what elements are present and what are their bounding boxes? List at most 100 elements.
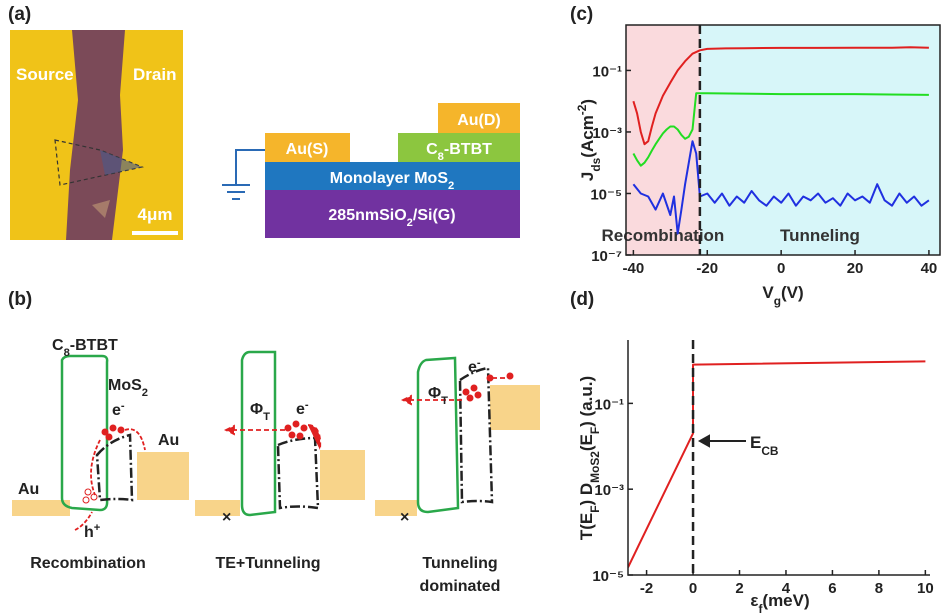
text-part: f — [758, 602, 762, 616]
caption: TE+Tunneling — [215, 555, 320, 572]
x-tick-label: 20 — [847, 260, 864, 277]
panel-label: (c) — [570, 4, 593, 25]
text-part: F — [588, 427, 602, 434]
y-tick-label: 10⁻¹ — [592, 63, 622, 80]
text-part: ) D — [577, 483, 596, 506]
layer-c8 — [398, 133, 520, 162]
y-tick-label: 10⁻⁵ — [590, 186, 622, 203]
series-group — [632, 46, 930, 235]
x-tick-label: 4 — [782, 580, 791, 597]
text-part: 2 — [448, 180, 454, 192]
scale-label: 4μm — [138, 205, 173, 224]
text-part: 285nmSiO — [328, 207, 406, 224]
series-line — [628, 360, 926, 568]
text-part: C — [52, 337, 64, 354]
text-part: -BTBT — [70, 337, 118, 354]
layer-label: Au(D) — [457, 112, 501, 129]
text-part: ) (a.u.) — [577, 376, 596, 427]
layer-au-d — [438, 103, 520, 133]
series-line — [632, 140, 930, 235]
text-part: Φ — [428, 385, 441, 402]
panel-label: (b) — [8, 289, 32, 310]
x-tick-label: 6 — [828, 580, 836, 597]
au-band — [12, 500, 70, 516]
mos2-band — [458, 366, 494, 504]
device-schematic: Au(S) Au(D) C8-BTBT Monolayer MoS2 285nm… — [222, 103, 520, 238]
region-label: Recombination — [602, 226, 725, 245]
micrograph: Source Drain 4μm — [10, 30, 183, 240]
x-tick-label: -20 — [696, 260, 718, 277]
x-axis-label: Vg(V) — [762, 283, 803, 308]
series-line — [632, 46, 929, 146]
layer-label: Monolayer MoS2 — [330, 170, 454, 192]
mos2-band — [95, 433, 134, 502]
x-tick-label: -2 — [640, 580, 653, 597]
electrons — [101, 424, 125, 441]
au-band — [320, 450, 365, 500]
x-tick-label: -40 — [623, 260, 645, 277]
mos2-flake — [100, 150, 142, 175]
band-label: e- — [112, 400, 125, 419]
caption: dominated — [420, 578, 501, 595]
text-part: - — [477, 357, 481, 369]
photo-label: Source — [16, 65, 74, 84]
band-label: Au — [158, 432, 179, 449]
x-tick-label: 2 — [735, 580, 743, 597]
arrows — [223, 424, 322, 451]
text-part: /Si(G) — [413, 207, 456, 224]
layer-substrate — [265, 190, 520, 238]
flake — [66, 30, 125, 240]
y-tick-label: 10⁻³ — [594, 482, 624, 499]
text-part: h — [84, 524, 94, 541]
holes — [82, 488, 98, 504]
band-label: e- — [296, 399, 309, 418]
region-label: Tunneling — [780, 226, 860, 245]
electrons — [462, 372, 514, 402]
block-mark: × — [222, 509, 231, 526]
text-part: (meV) — [762, 591, 809, 610]
ground — [222, 149, 265, 200]
text-part: 8 — [64, 347, 70, 359]
text-part: - — [121, 400, 125, 412]
band-label: C8-BTBT — [52, 337, 118, 359]
layer-mos2 — [265, 162, 520, 190]
series-group — [628, 360, 926, 568]
text-part: C — [426, 141, 438, 158]
x-tick-label: 40 — [921, 260, 938, 277]
region — [626, 25, 700, 255]
text-part: ds — [589, 157, 603, 171]
text-part: ε — [750, 591, 758, 610]
au-band — [137, 452, 189, 500]
text-part: e — [296, 401, 305, 418]
photo-label: Drain — [133, 65, 176, 84]
text-part: e — [468, 359, 477, 376]
text-part: MoS — [108, 377, 142, 394]
annotation: ECB — [750, 433, 779, 458]
text-part: e — [112, 402, 121, 419]
band-label: e- — [468, 357, 481, 376]
text-part: T — [263, 411, 270, 423]
au-band — [375, 500, 417, 516]
text-part: + — [94, 522, 101, 534]
layer-label: 285nmSiO2/Si(G) — [328, 207, 455, 229]
text-part: T(E — [577, 513, 596, 540]
band-label: Au — [18, 481, 39, 498]
chart: Recombination Tunneling -40 -20 0 20 40 10⁻⁷ 10⁻… — [575, 24, 941, 308]
text-part: (Acm — [578, 115, 597, 158]
text-part: (V) — [781, 283, 804, 302]
layer-au-s — [265, 133, 350, 162]
electrons — [284, 420, 308, 440]
caption: Recombination — [30, 555, 146, 572]
au-band — [490, 385, 540, 430]
debris — [92, 200, 110, 218]
annotation-arrow — [697, 434, 746, 448]
text-part: (E — [577, 434, 596, 451]
x-tick-label: 10 — [917, 580, 934, 597]
band-label: MoS2 — [108, 377, 148, 399]
text-part: Monolayer MoS — [330, 170, 449, 187]
arrows — [74, 428, 146, 531]
text-part: -2 — [575, 104, 589, 115]
text-part: - — [305, 399, 309, 411]
band-label: h+ — [84, 522, 101, 541]
